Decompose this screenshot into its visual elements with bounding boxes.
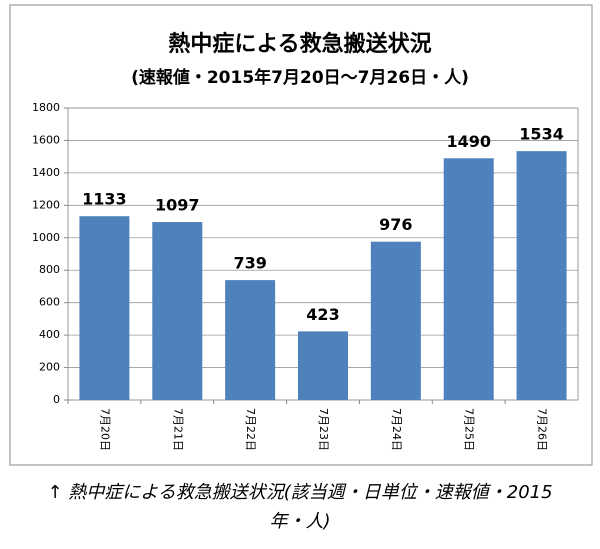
x-tick-label: 7月23日 [317,408,330,451]
caption: ↑ 熱中症による救急搬送状況(該当週・日単位・速報値・2015年・人) [47,482,553,532]
bar [152,222,203,400]
y-tick-label: 1800 [32,101,60,114]
y-tick-label: 800 [39,263,60,276]
data-label: 1534 [519,125,564,144]
bar [370,241,421,400]
bar [298,331,348,400]
y-tick-label: 400 [39,328,60,341]
x-tick-label: 7月26日 [536,408,549,451]
data-label: 1133 [82,190,127,209]
y-tick-label: 1000 [32,231,60,244]
y-tick-label: 600 [39,296,60,309]
x-tick-label: 7月24日 [390,408,403,451]
y-tick-label: 1200 [32,198,60,211]
x-tick-label: 7月21日 [171,408,184,451]
y-tick-label: 1600 [32,133,60,146]
data-label: 1097 [155,196,200,215]
data-label: 739 [233,254,266,273]
data-label: 976 [379,215,412,234]
chart-subtitle: (速報値・2015年7月20日～7月26日・人) [131,67,469,88]
x-tick-label: 7月25日 [463,408,476,451]
bar [225,280,276,400]
bar [516,151,567,400]
bar [79,216,130,400]
y-tick-label: 1400 [32,166,60,179]
x-tick-label: 7月22日 [244,408,257,451]
x-tick-label: 7月20日 [98,408,111,451]
data-label: 1490 [446,132,491,151]
y-tick-label: 200 [39,361,60,374]
data-label: 423 [306,305,339,324]
chart: 熱中症による救急搬送状況 (速報値・2015年7月20日～7月26日・人) 0 2… [9,4,593,466]
y-tick-label: 0 [53,393,60,406]
bar [443,158,494,400]
chart-title: 熱中症による救急搬送状況 [168,31,431,57]
